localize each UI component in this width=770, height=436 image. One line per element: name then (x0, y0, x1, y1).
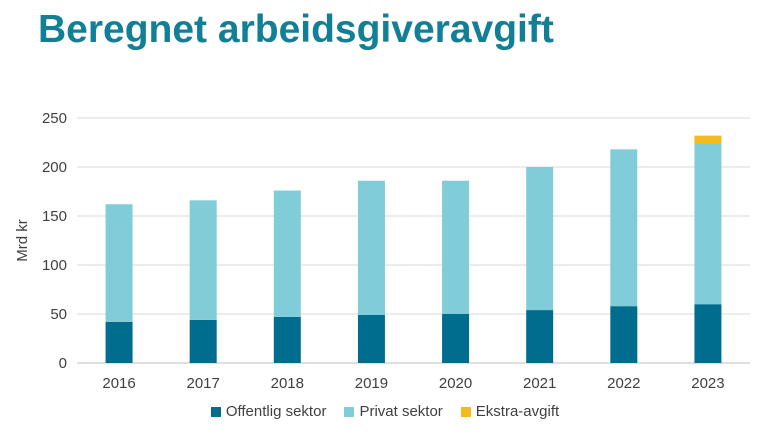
gridlines (77, 117, 750, 364)
bar-privat-sektor-2017 (189, 200, 217, 320)
bar-offentlig-sektor-2018 (273, 316, 301, 363)
bar-privat-sektor-2023 (694, 143, 722, 305)
y-tick-label: 200 (42, 159, 67, 176)
bar-privat-sektor-2018 (273, 190, 301, 317)
x-tick-label: 2016 (102, 375, 135, 392)
x-tick-label: 2023 (691, 375, 724, 392)
bar-offentlig-sektor-2019 (357, 314, 385, 363)
legend-item: Offentlig sektor (210, 403, 327, 420)
legend-label: Offentlig sektor (225, 403, 327, 420)
stacked-bar-chart: 0 50 100 150 200 250 2016 2017 2018 2019 2020 2021 2… (14, 110, 750, 392)
bars (105, 135, 722, 363)
x-tick-label: 2021 (523, 375, 556, 392)
x-tick-label: 2020 (439, 375, 472, 392)
x-tick-label: 2017 (187, 375, 220, 392)
bar-offentlig-sektor-2022 (610, 306, 638, 363)
bar-privat-sektor-2020 (442, 180, 470, 314)
legend-label: Ekstra-avgift (475, 403, 560, 420)
bar-offentlig-sektor-2020 (442, 314, 470, 363)
axes: 0 50 100 150 200 250 2016 2017 2018 2019 2020 2021 2… (42, 110, 725, 392)
y-tick-label: 0 (59, 355, 67, 372)
y-axis-title: Mrd kr (14, 219, 31, 262)
y-tick-label: 50 (50, 306, 67, 323)
bar-offentlig-sektor-2021 (526, 310, 554, 363)
bar-offentlig-sektor-2023 (694, 304, 722, 363)
legend-label: Privat sektor (359, 403, 443, 420)
x-tick-label: 2019 (355, 375, 388, 392)
bar-offentlig-sektor-2016 (105, 321, 133, 363)
chart-title: Beregnet arbeidsgiveravgift (38, 8, 554, 51)
bar-privat-sektor-2021 (526, 167, 554, 311)
y-tick-label: 150 (42, 208, 67, 225)
x-tick-label: 2022 (607, 375, 640, 392)
y-tick-label: 100 (42, 257, 67, 274)
legend: Offentlig sektor Privat sektor Ekstra-avgi… (0, 403, 770, 420)
legend-item: Ekstra-avgift (460, 403, 560, 420)
legend-swatch (210, 406, 221, 417)
bar-privat-sektor-2019 (357, 180, 385, 315)
legend-item: Privat sektor (344, 403, 443, 420)
legend-swatch (344, 406, 355, 417)
bar-offentlig-sektor-2017 (189, 319, 217, 363)
bar-privat-sektor-2022 (610, 149, 638, 307)
legend-swatch (460, 406, 471, 417)
x-tick-label: 2018 (271, 375, 304, 392)
y-tick-label: 250 (42, 110, 67, 127)
bar-ekstra-avgift-2023 (694, 135, 722, 144)
bar-privat-sektor-2016 (105, 204, 133, 322)
